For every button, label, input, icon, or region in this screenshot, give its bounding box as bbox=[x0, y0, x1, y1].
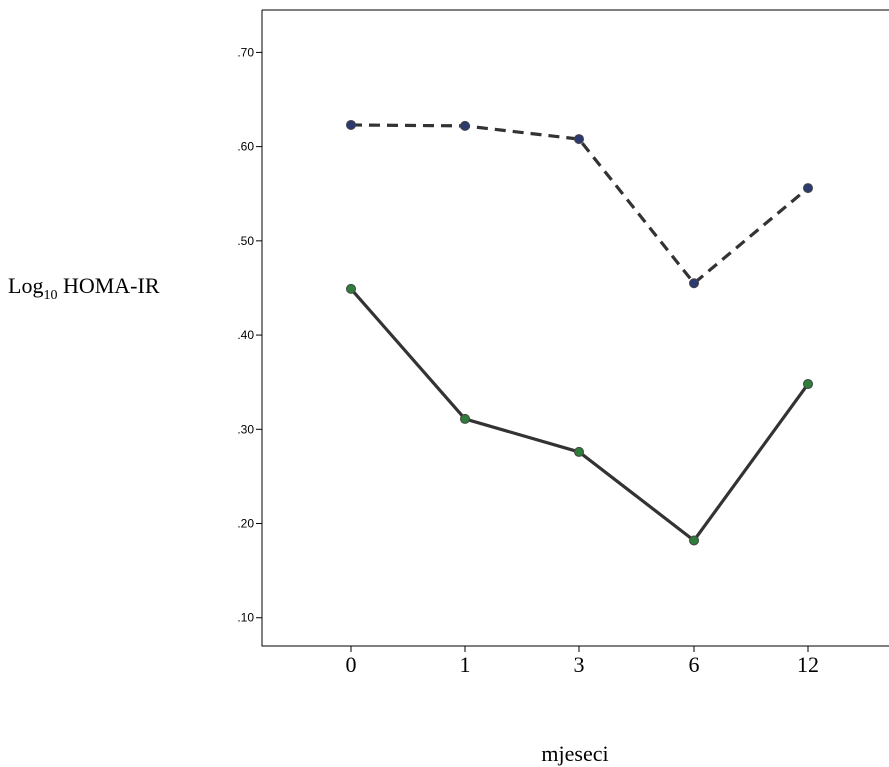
data-point bbox=[689, 535, 699, 546]
series-layer bbox=[346, 119, 813, 546]
data-point bbox=[460, 120, 470, 131]
y-tick-label: .40 bbox=[237, 328, 254, 342]
data-point bbox=[574, 446, 584, 457]
data-point bbox=[346, 283, 356, 294]
x-tick-label: 12 bbox=[797, 652, 819, 677]
y-axis-title: Log10 HOMA-IR bbox=[8, 273, 160, 303]
data-point bbox=[803, 183, 813, 194]
y-tick-label: .70 bbox=[237, 45, 254, 59]
data-point bbox=[689, 278, 699, 289]
y-tick-label: .20 bbox=[237, 517, 254, 531]
plot-frame bbox=[261, 9, 889, 647]
x-tick-label: 6 bbox=[689, 652, 700, 677]
data-point bbox=[803, 379, 813, 390]
y-tick-label: .60 bbox=[237, 140, 254, 154]
data-point bbox=[346, 119, 356, 130]
y-axis-ticks: .10 .20 .30 .40 .50 .60 .70 bbox=[237, 45, 262, 625]
x-axis-ticks: 0 1 3 6 12 bbox=[346, 646, 819, 677]
x-tick-label: 0 bbox=[346, 652, 357, 677]
y-tick-label: .10 bbox=[237, 611, 254, 625]
series-line-dashed bbox=[350, 123, 810, 285]
plot-axes bbox=[261, 9, 889, 647]
x-tick-label: 3 bbox=[574, 652, 585, 677]
series-line-solid bbox=[349, 287, 810, 543]
x-axis-title: mjeseci bbox=[541, 741, 608, 766]
x-tick-label: 1 bbox=[460, 652, 471, 677]
data-point bbox=[574, 134, 584, 145]
y-tick-label: .50 bbox=[237, 234, 254, 248]
data-point bbox=[460, 413, 470, 424]
y-tick-label: .30 bbox=[237, 422, 254, 436]
